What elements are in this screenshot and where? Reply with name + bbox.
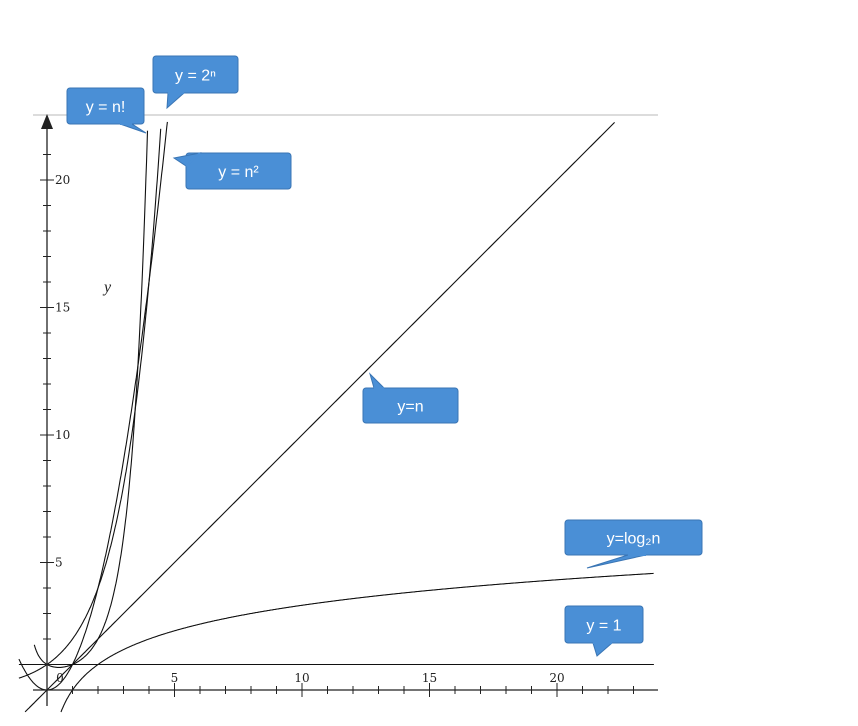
callout-label: y = 2ⁿ — [175, 68, 216, 85]
ticks-group: 0 5 10 15 20 5 10 15 20 — [40, 154, 634, 697]
y-tick-label: 20 — [55, 173, 70, 187]
curve-log2-n — [60, 572, 654, 713]
callout-pointer — [586, 554, 647, 569]
x-tick-label: 5 — [171, 671, 179, 685]
x-tick-label: 0 — [56, 671, 64, 685]
callout-pointer — [166, 92, 186, 110]
callout-exponential: y = 2ⁿ — [152, 55, 239, 110]
callout-label: y=n — [397, 399, 423, 416]
axes-group — [33, 114, 658, 706]
y-tick-label: 15 — [55, 301, 70, 315]
y-tick-label: 10 — [55, 428, 70, 442]
callout-pointer — [592, 642, 614, 657]
callouts-group: y = n! y = 2ⁿ y = n² y=n y=log₂n y = 1 — [66, 55, 703, 657]
curve-2-n — [18, 128, 162, 679]
y-axis-arrowhead — [41, 114, 53, 129]
callout-label: y=log₂n — [607, 531, 661, 548]
callout-pointer — [119, 123, 147, 134]
callout-label: y = n² — [218, 164, 259, 181]
curve-n — [24, 122, 615, 713]
callout-label: y = 1 — [586, 618, 621, 635]
callout-pointer-seam — [185, 152, 201, 167]
callout-factorial: y = n! — [66, 87, 147, 134]
callout-box — [362, 387, 459, 424]
callout-quadratic: y = n² — [172, 152, 292, 190]
callout-box — [66, 87, 145, 125]
callout-constant: y = 1 — [564, 605, 644, 657]
y-axis-title: y — [102, 279, 112, 296]
x-tick-label: 20 — [549, 671, 564, 685]
callout-box — [152, 55, 239, 94]
curves-group — [18, 121, 654, 713]
callout-logarithmic: y=log₂n — [564, 519, 703, 569]
x-tick-label: 10 — [294, 671, 309, 685]
callout-linear: y=n — [362, 372, 459, 424]
curve-gamma-n-1 — [33, 130, 149, 668]
callout-pointer — [368, 372, 386, 389]
y-tick-label: 5 — [55, 556, 63, 570]
x-tick-label: 15 — [422, 671, 437, 685]
callout-label: y = n! — [86, 99, 126, 116]
callout-box — [185, 152, 292, 190]
